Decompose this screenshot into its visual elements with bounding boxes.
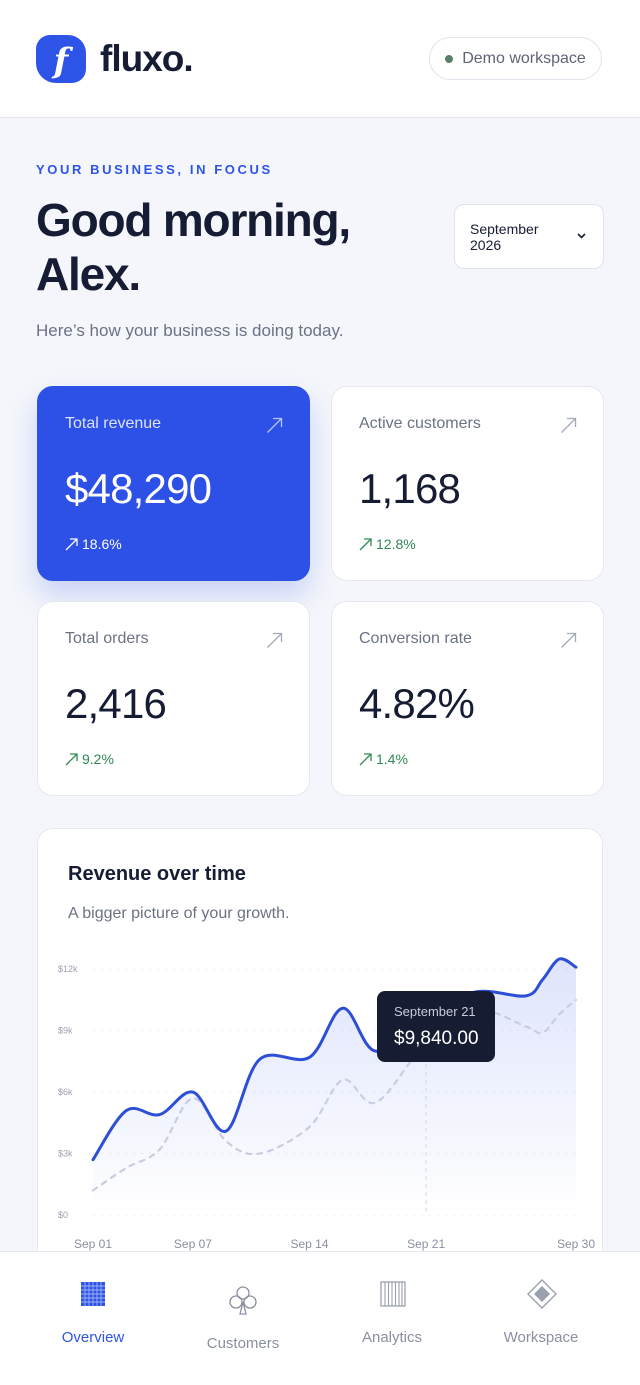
- trend-up-icon: [359, 537, 372, 550]
- stat-label: Active customers: [359, 415, 481, 432]
- stat-label: Total revenue: [65, 415, 162, 432]
- grid-icon: [81, 1282, 105, 1306]
- stat-card-total-orders[interactable]: Total orders 2,416 9.2%: [37, 601, 310, 796]
- stat-delta: 9.2%: [65, 751, 114, 767]
- month-select-value: September 2026: [470, 221, 539, 253]
- stat-delta-value: 1.4%: [376, 751, 408, 767]
- nav-label: Workspace: [503, 1329, 579, 1346]
- stat-delta-value: 9.2%: [82, 751, 114, 767]
- app-header: f fluxo. Demo workspace: [0, 0, 640, 118]
- x-tick-label: Sep 14: [290, 1237, 328, 1251]
- stat-label: Total orders: [65, 630, 149, 647]
- y-tick-label: $0: [58, 1210, 68, 1220]
- bottom-navigation: Overview Customers Analytics Workspace: [0, 1251, 640, 1385]
- x-tick-label: Sep 30: [557, 1237, 595, 1251]
- page-title: Good morning, Alex.: [36, 194, 351, 300]
- nav-label: Overview: [61, 1329, 125, 1346]
- nav-label: Analytics: [361, 1329, 423, 1346]
- stat-card-total-revenue[interactable]: Total revenue $48,290 18.6%: [37, 386, 310, 581]
- arrow-up-right-icon: [267, 417, 283, 433]
- y-tick-label: $12k: [58, 964, 78, 974]
- chart-title: Revenue over time: [68, 863, 246, 885]
- stat-delta-value: 12.8%: [376, 536, 416, 552]
- stat-delta: 18.6%: [65, 536, 122, 552]
- trend-up-icon: [65, 537, 78, 550]
- x-tick-label: Sep 07: [174, 1237, 212, 1251]
- logo-letter: f: [52, 41, 74, 81]
- nav-item-workspace[interactable]: Workspace: [466, 1252, 616, 1385]
- trend-up-icon: [359, 752, 372, 765]
- tooltip-value: $9,840.00: [394, 1028, 479, 1049]
- x-tick-label: Sep 21: [407, 1237, 445, 1251]
- logo-icon[interactable]: f: [36, 35, 86, 83]
- arrow-up-right-icon: [561, 417, 577, 433]
- month-select[interactable]: September 2026: [454, 204, 604, 269]
- y-tick-label: $9k: [58, 1026, 73, 1036]
- workspace-switcher-button[interactable]: Demo workspace: [429, 37, 602, 80]
- stat-delta: 12.8%: [359, 536, 416, 552]
- nav-item-overview[interactable]: Overview: [18, 1252, 168, 1385]
- page-subtitle: Here’s how your business is doing today.: [36, 321, 344, 340]
- tooltip-date: September 21: [394, 1004, 476, 1019]
- stat-card-conversion-rate[interactable]: Conversion rate 4.82% 1.4%: [331, 601, 604, 796]
- chart-subtitle: A bigger picture of your growth.: [68, 905, 290, 922]
- diamond-icon: [527, 1279, 557, 1309]
- chevron-down-icon: [577, 233, 586, 239]
- stat-delta: 1.4%: [359, 751, 408, 767]
- stat-card-active-customers[interactable]: Active customers 1,168 12.8%: [331, 386, 604, 581]
- revenue-line-chart[interactable]: $0 $3k $6k $9k $12k Sep 01 Sep 07 Sep 14 Sep 21 S…: [38, 829, 603, 1268]
- chart-tooltip: September 21 $9,840.00: [377, 991, 495, 1062]
- series-line-previous: [91, 998, 578, 1192]
- stat-delta-value: 18.6%: [82, 536, 122, 552]
- stat-value: 1,168: [359, 465, 461, 512]
- club-icon: [229, 1286, 257, 1315]
- stat-label: Conversion rate: [359, 630, 472, 647]
- arrow-up-right-icon: [561, 632, 577, 648]
- eyebrow-label: YOUR BUSINESS, IN FOCUS: [36, 162, 273, 177]
- series-area: [93, 958, 576, 1215]
- series-line-current: [91, 957, 578, 1162]
- brand-name[interactable]: fluxo.: [100, 38, 194, 79]
- stat-value: 4.82%: [359, 680, 475, 727]
- y-tick-label: $6k: [58, 1087, 73, 1097]
- arrow-up-right-icon: [267, 632, 283, 648]
- nav-label: Customers: [206, 1335, 280, 1352]
- bars-icon: [380, 1281, 406, 1307]
- y-tick-label: $3k: [58, 1149, 73, 1159]
- stat-value: 2,416: [65, 680, 167, 727]
- status-dot-icon: [445, 54, 454, 63]
- revenue-chart-card: Revenue over time A bigger picture of yo…: [37, 828, 603, 1268]
- trend-up-icon: [65, 752, 78, 765]
- nav-item-customers[interactable]: Customers: [168, 1252, 318, 1385]
- x-tick-label: Sep 01: [74, 1237, 112, 1251]
- workspace-label: Demo workspace: [462, 49, 586, 67]
- nav-item-analytics[interactable]: Analytics: [317, 1252, 467, 1385]
- stat-value: $48,290: [65, 465, 212, 512]
